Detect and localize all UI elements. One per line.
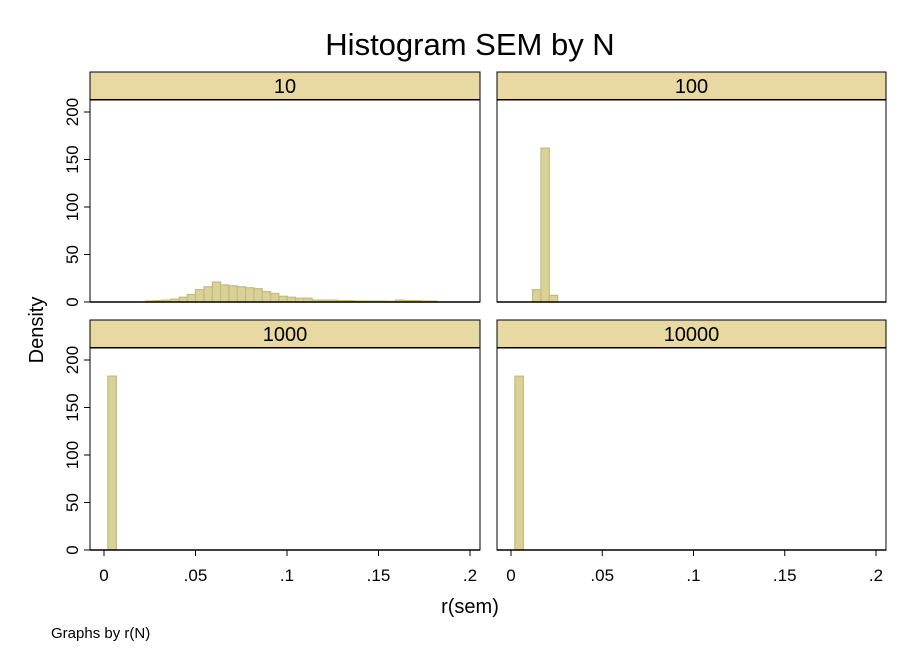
y-tick-label: 200	[63, 346, 82, 374]
histogram-bar	[540, 147, 550, 303]
x-tick-label: .1	[280, 566, 294, 585]
histogram-bar	[203, 286, 213, 303]
y-tick-label: 150	[63, 393, 82, 421]
panel-strip-label: 10	[274, 76, 296, 98]
histogram-bar	[548, 294, 559, 303]
histogram-bar	[514, 375, 525, 551]
panel-grid: 1005010015020010010000501001502000.05.1.…	[63, 71, 887, 585]
panel-plot-area	[496, 347, 887, 551]
panel-strip	[496, 319, 887, 349]
histogram-bar	[194, 289, 205, 303]
histogram-bar	[245, 287, 255, 303]
panel-strip-label: 100	[675, 76, 708, 98]
x-tick-label: .2	[463, 566, 477, 585]
chart-title: Histogram SEM by N	[325, 27, 614, 62]
histogram-bar	[531, 289, 542, 303]
histogram-bar	[261, 290, 272, 303]
x-axis-title: r(sem)	[441, 596, 499, 618]
y-tick-label: 0	[63, 545, 82, 554]
histogram-bar	[236, 286, 247, 303]
y-axis-title: Density	[26, 297, 48, 364]
y-tick-label: 100	[63, 441, 82, 469]
panel-plot-area	[89, 347, 481, 551]
y-tick-label: 50	[63, 493, 82, 512]
y-tick-label: 200	[63, 98, 82, 126]
x-tick-label: 0	[99, 566, 108, 585]
panel-strip-label: 10000	[664, 324, 720, 346]
histogram-bar	[253, 288, 263, 303]
x-tick-label: .05	[590, 566, 614, 585]
x-tick-label: .2	[869, 566, 883, 585]
histogram-bar	[211, 281, 222, 303]
x-tick-label: .15	[773, 566, 797, 585]
panel-plot-area	[496, 99, 887, 303]
x-tick-label: .15	[367, 566, 391, 585]
panel-plot-area	[89, 99, 481, 303]
histogram-bar	[278, 295, 288, 303]
y-tick-label: 0	[63, 297, 82, 306]
y-tick-label: 150	[63, 145, 82, 173]
panel-strip	[496, 71, 887, 101]
x-tick-label: .05	[184, 566, 208, 585]
histogram-bar	[107, 375, 118, 551]
y-tick-label: 50	[63, 245, 82, 264]
panel-strip	[89, 71, 481, 101]
histogram-bar	[219, 284, 230, 303]
x-tick-label: 0	[506, 566, 515, 585]
by-variable-note: Graphs by r(N)	[51, 625, 150, 642]
panel-strip-label: 1000	[263, 324, 308, 346]
histogram-bar	[186, 293, 197, 303]
y-tick-label: 100	[63, 193, 82, 221]
x-tick-label: .1	[686, 566, 700, 585]
histogram-bar	[228, 285, 238, 303]
histogram-bar	[269, 292, 280, 303]
